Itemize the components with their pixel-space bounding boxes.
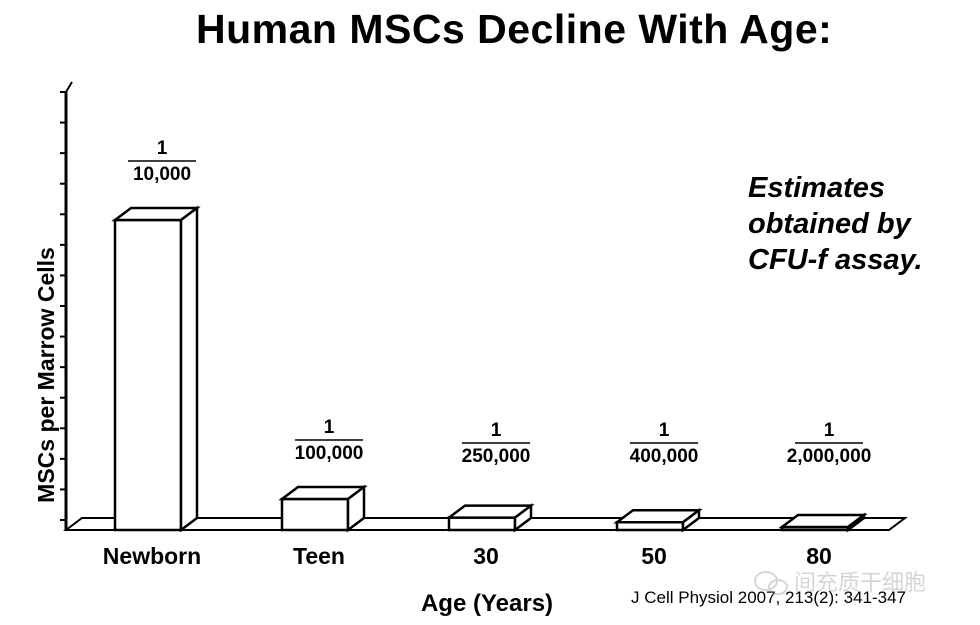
bar-front [447, 516, 517, 532]
annotation-line-2: obtained by [748, 208, 911, 240]
x-axis-label: Age (Years) [421, 590, 553, 617]
bar [278, 484, 368, 533]
x-tick-label: 80 [806, 543, 832, 569]
bar [778, 512, 868, 533]
data-label-numerator: 1 [157, 138, 168, 159]
wechat-icon [754, 571, 788, 595]
bar-side [846, 512, 866, 533]
data-label-denominator: 400,000 [630, 446, 699, 467]
data-label: 1 100,000 [295, 417, 364, 464]
data-label-denominator: 100,000 [295, 443, 364, 464]
data-label-group: 1 10,000 1 100,000 1 250,000 1 400,000 1 2,000,00… [128, 138, 871, 467]
annotation-line-3: CFU-f assay. [748, 244, 923, 276]
bar-side [681, 507, 701, 533]
data-label-denominator: 250,000 [462, 446, 531, 467]
x-tick-label: 30 [473, 543, 499, 569]
bar [445, 503, 535, 533]
citation: J Cell Physiol 2007, 213(2): 341-347 [631, 588, 906, 607]
bar-side [346, 484, 366, 533]
data-label-denominator: 2,000,000 [787, 446, 872, 467]
bar-front [113, 218, 183, 532]
x-tick-label: 50 [641, 543, 667, 569]
chart-title: Human MSCs Decline With Age: [196, 6, 833, 52]
data-label-denominator: 10,000 [133, 164, 191, 185]
bar-side [179, 205, 199, 533]
x-tick-label: Teen [293, 543, 345, 569]
data-label: 1 250,000 [462, 420, 531, 467]
bar [111, 205, 201, 533]
data-label: 1 2,000,000 [787, 420, 872, 467]
x-tick-group: Newborn Teen 30 50 80 [103, 543, 832, 569]
watermark: 间充质干细胞 [754, 571, 926, 596]
data-label-numerator: 1 [659, 420, 670, 441]
y-axis-depth [65, 81, 73, 93]
data-label: 1 10,000 [128, 138, 196, 185]
annotation-line-1: Estimates [748, 172, 886, 204]
bar-side [513, 503, 533, 533]
data-label-numerator: 1 [491, 420, 502, 441]
data-label-numerator: 1 [824, 420, 835, 441]
y-axis-label: MSCs per Marrow Cells [33, 247, 59, 503]
data-label-numerator: 1 [324, 417, 335, 438]
bar [613, 507, 703, 533]
watermark-text: 间充质干细胞 [794, 571, 926, 596]
bar-group [111, 205, 868, 533]
data-label: 1 400,000 [630, 420, 699, 467]
x-tick-label: Newborn [103, 543, 201, 569]
bar-front [280, 497, 350, 532]
